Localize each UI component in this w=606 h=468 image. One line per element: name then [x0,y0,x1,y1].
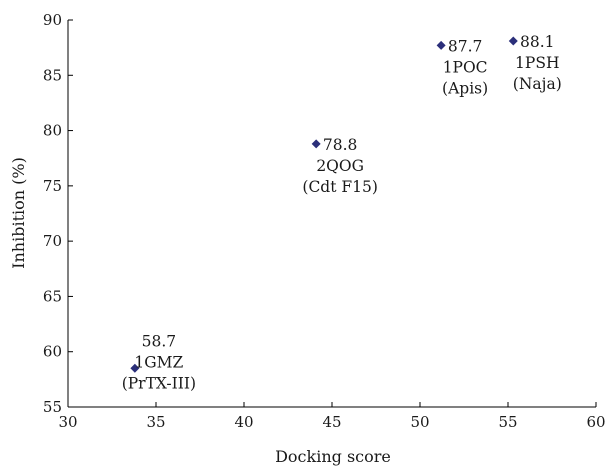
y-tick-label: 55 [43,398,62,416]
x-tick-label: 35 [146,413,165,431]
data-point-label: 58.7 1GMZ (PrTX-III) [122,332,196,392]
data-point-label-line: 58.7 [142,332,177,350]
data-point-label-line: (Cdt F15) [302,178,378,196]
data-point-label-line: (Naja) [513,75,562,93]
data-point-label: 88.1 1PSH (Naja) [513,33,562,93]
data-point-label-line: 2QOG [316,157,364,175]
data-point-label-line: (Apis) [442,79,488,97]
data-point-label-line: 87.7 [448,37,483,55]
y-tick-label: 75 [43,177,62,195]
x-tick-label: 45 [322,413,341,431]
y-tick-label: 70 [43,232,62,250]
data-point-label-line: (PrTX-III) [122,374,196,392]
data-point-label-line: 1PSH [515,54,559,72]
data-point-marker [130,363,140,373]
y-tick-label: 60 [43,343,62,361]
x-tick-label: 60 [586,413,605,431]
data-point-label-line: 88.1 [520,33,555,51]
y-axis-ticks: 55 60 65 70 75 80 85 90 [43,11,73,416]
data-point-marker [508,36,518,46]
x-tick-label: 55 [498,413,517,431]
data-points: 58.7 1GMZ (PrTX-III) 78.8 2QOG (Cdt F15) 87.7 1… [122,33,562,392]
y-axis-label: Inhibition (%) [9,157,28,269]
data-point-label-line: 1GMZ [134,353,183,371]
y-tick-label: 65 [43,287,62,305]
y-tick-label: 90 [43,11,62,29]
x-tick-label: 50 [410,413,429,431]
y-tick-label: 85 [43,66,62,84]
x-axis-label: Docking score [275,447,391,466]
x-tick-label: 40 [234,413,253,431]
x-axis-ticks: 30 35 40 45 50 55 60 [58,402,606,431]
data-point-label-line: 1POC [443,58,488,76]
data-point-marker [436,40,446,50]
x-tick-label: 30 [58,413,77,431]
data-point-label: 87.7 1POC (Apis) [442,37,488,97]
data-point-marker [311,139,321,149]
y-tick-label: 80 [43,122,62,140]
data-point-label: 78.8 2QOG (Cdt F15) [302,136,378,196]
data-point-label-line: 78.8 [323,136,358,154]
